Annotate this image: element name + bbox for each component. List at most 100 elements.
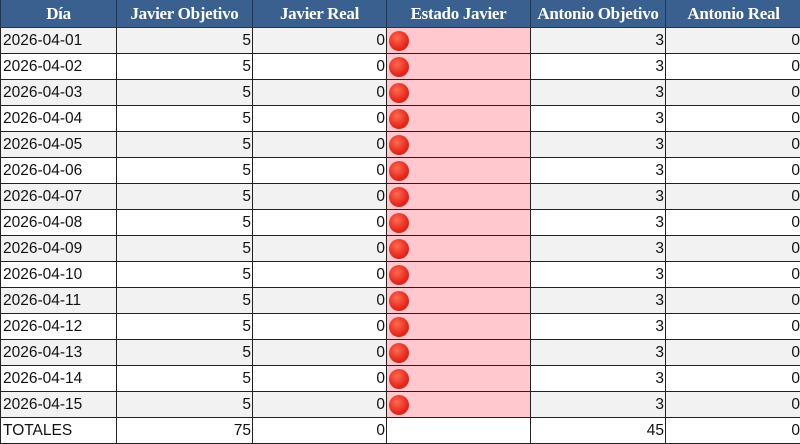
cell-javier-objetivo[interactable]: 5	[116, 27, 253, 54]
cell-estado-javier[interactable]	[386, 183, 531, 210]
cell-antonio-objetivo[interactable]: 3	[530, 157, 666, 184]
total-antonio-objetivo[interactable]: 45	[530, 417, 666, 444]
cell-estado-javier[interactable]	[386, 235, 531, 262]
cell-dia[interactable]: 2026-04-12	[0, 313, 117, 340]
cell-javier-real[interactable]: 0	[252, 287, 387, 314]
cell-javier-objetivo[interactable]: 5	[116, 235, 253, 262]
cell-javier-objetivo[interactable]: 5	[116, 131, 253, 158]
cell-antonio-objetivo[interactable]: 3	[530, 287, 666, 314]
cell-antonio-objetivo[interactable]: 3	[530, 79, 666, 106]
cell-javier-objetivo[interactable]: 5	[116, 339, 253, 366]
header-antonio-objetivo[interactable]: Antonio Objetivo	[530, 0, 666, 28]
cell-antonio-real[interactable]: 0	[665, 209, 800, 236]
cell-antonio-real[interactable]: 0	[665, 131, 800, 158]
cell-antonio-real[interactable]: 0	[665, 105, 800, 132]
cell-antonio-real[interactable]: 0	[665, 79, 800, 106]
cell-dia[interactable]: 2026-04-10	[0, 261, 117, 288]
cell-antonio-real[interactable]: 0	[665, 27, 800, 54]
cell-estado-javier[interactable]	[386, 27, 531, 54]
cell-javier-real[interactable]: 0	[252, 313, 387, 340]
cell-antonio-objetivo[interactable]: 3	[530, 339, 666, 366]
cell-javier-real[interactable]: 0	[252, 131, 387, 158]
cell-antonio-real[interactable]: 0	[665, 183, 800, 210]
cell-antonio-real[interactable]: 0	[665, 391, 800, 418]
total-estado-javier[interactable]	[386, 417, 531, 444]
cell-javier-real[interactable]: 0	[252, 339, 387, 366]
cell-antonio-objetivo[interactable]: 3	[530, 27, 666, 54]
cell-javier-objetivo[interactable]: 5	[116, 105, 253, 132]
cell-estado-javier[interactable]	[386, 105, 531, 132]
cell-estado-javier[interactable]	[386, 287, 531, 314]
cell-javier-objetivo[interactable]: 5	[116, 261, 253, 288]
cell-dia[interactable]: 2026-04-03	[0, 79, 117, 106]
cell-antonio-objetivo[interactable]: 3	[530, 183, 666, 210]
cell-dia[interactable]: 2026-04-11	[0, 287, 117, 314]
cell-javier-real[interactable]: 0	[252, 27, 387, 54]
cell-javier-objetivo[interactable]: 5	[116, 391, 253, 418]
cell-antonio-real[interactable]: 0	[665, 339, 800, 366]
total-javier-real[interactable]: 0	[252, 417, 387, 444]
cell-antonio-objetivo[interactable]: 3	[530, 365, 666, 392]
cell-javier-real[interactable]: 0	[252, 53, 387, 80]
cell-dia[interactable]: 2026-04-13	[0, 339, 117, 366]
cell-antonio-objetivo[interactable]: 3	[530, 131, 666, 158]
cell-javier-real[interactable]: 0	[252, 209, 387, 236]
cell-estado-javier[interactable]	[386, 79, 531, 106]
total-antonio-real[interactable]: 0	[665, 417, 800, 444]
cell-estado-javier[interactable]	[386, 157, 531, 184]
cell-javier-real[interactable]: 0	[252, 391, 387, 418]
cell-javier-real[interactable]: 0	[252, 79, 387, 106]
cell-antonio-real[interactable]: 0	[665, 157, 800, 184]
cell-antonio-objetivo[interactable]: 3	[530, 313, 666, 340]
cell-dia[interactable]: 2026-04-05	[0, 131, 117, 158]
cell-antonio-objetivo[interactable]: 3	[530, 105, 666, 132]
cell-javier-objetivo[interactable]: 5	[116, 365, 253, 392]
header-javier-real[interactable]: Javier Real	[252, 0, 387, 28]
cell-javier-objetivo[interactable]: 5	[116, 183, 253, 210]
cell-antonio-real[interactable]: 0	[665, 313, 800, 340]
cell-estado-javier[interactable]	[386, 261, 531, 288]
cell-estado-javier[interactable]	[386, 131, 531, 158]
cell-dia[interactable]: 2026-04-08	[0, 209, 117, 236]
cell-antonio-objetivo[interactable]: 3	[530, 261, 666, 288]
cell-antonio-objetivo[interactable]: 3	[530, 391, 666, 418]
cell-estado-javier[interactable]	[386, 313, 531, 340]
cell-javier-real[interactable]: 0	[252, 365, 387, 392]
cell-javier-objetivo[interactable]: 5	[116, 53, 253, 80]
cell-javier-objetivo[interactable]: 5	[116, 287, 253, 314]
cell-dia[interactable]: 2026-04-04	[0, 105, 117, 132]
cell-dia[interactable]: 2026-04-02	[0, 53, 117, 80]
header-estado-javier[interactable]: Estado Javier	[386, 0, 531, 28]
cell-javier-objetivo[interactable]: 5	[116, 79, 253, 106]
header-antonio-real[interactable]: Antonio Real	[665, 0, 800, 28]
cell-javier-real[interactable]: 0	[252, 183, 387, 210]
cell-dia[interactable]: 2026-04-09	[0, 235, 117, 262]
cell-antonio-objetivo[interactable]: 3	[530, 235, 666, 262]
cell-dia[interactable]: 2026-04-01	[0, 27, 117, 54]
cell-estado-javier[interactable]	[386, 391, 531, 418]
cell-antonio-real[interactable]: 0	[665, 365, 800, 392]
cell-antonio-objetivo[interactable]: 3	[530, 53, 666, 80]
cell-antonio-real[interactable]: 0	[665, 235, 800, 262]
header-javier-objetivo[interactable]: Javier Objetivo	[116, 0, 253, 28]
cell-javier-real[interactable]: 0	[252, 261, 387, 288]
cell-javier-objetivo[interactable]: 5	[116, 157, 253, 184]
cell-dia[interactable]: 2026-04-06	[0, 157, 117, 184]
cell-javier-real[interactable]: 0	[252, 235, 387, 262]
cell-dia[interactable]: 2026-04-14	[0, 365, 117, 392]
cell-estado-javier[interactable]	[386, 365, 531, 392]
cell-antonio-real[interactable]: 0	[665, 261, 800, 288]
cell-estado-javier[interactable]	[386, 209, 531, 236]
totals-label[interactable]: TOTALES	[0, 417, 117, 444]
header-dia[interactable]: Día	[0, 0, 117, 28]
total-javier-objetivo[interactable]: 75	[116, 417, 253, 444]
cell-dia[interactable]: 2026-04-07	[0, 183, 117, 210]
cell-estado-javier[interactable]	[386, 53, 531, 80]
cell-javier-objetivo[interactable]: 5	[116, 209, 253, 236]
cell-antonio-objetivo[interactable]: 3	[530, 209, 666, 236]
cell-javier-objetivo[interactable]: 5	[116, 313, 253, 340]
cell-dia[interactable]: 2026-04-15	[0, 391, 117, 418]
cell-antonio-real[interactable]: 0	[665, 287, 800, 314]
cell-antonio-real[interactable]: 0	[665, 53, 800, 80]
cell-javier-real[interactable]: 0	[252, 157, 387, 184]
